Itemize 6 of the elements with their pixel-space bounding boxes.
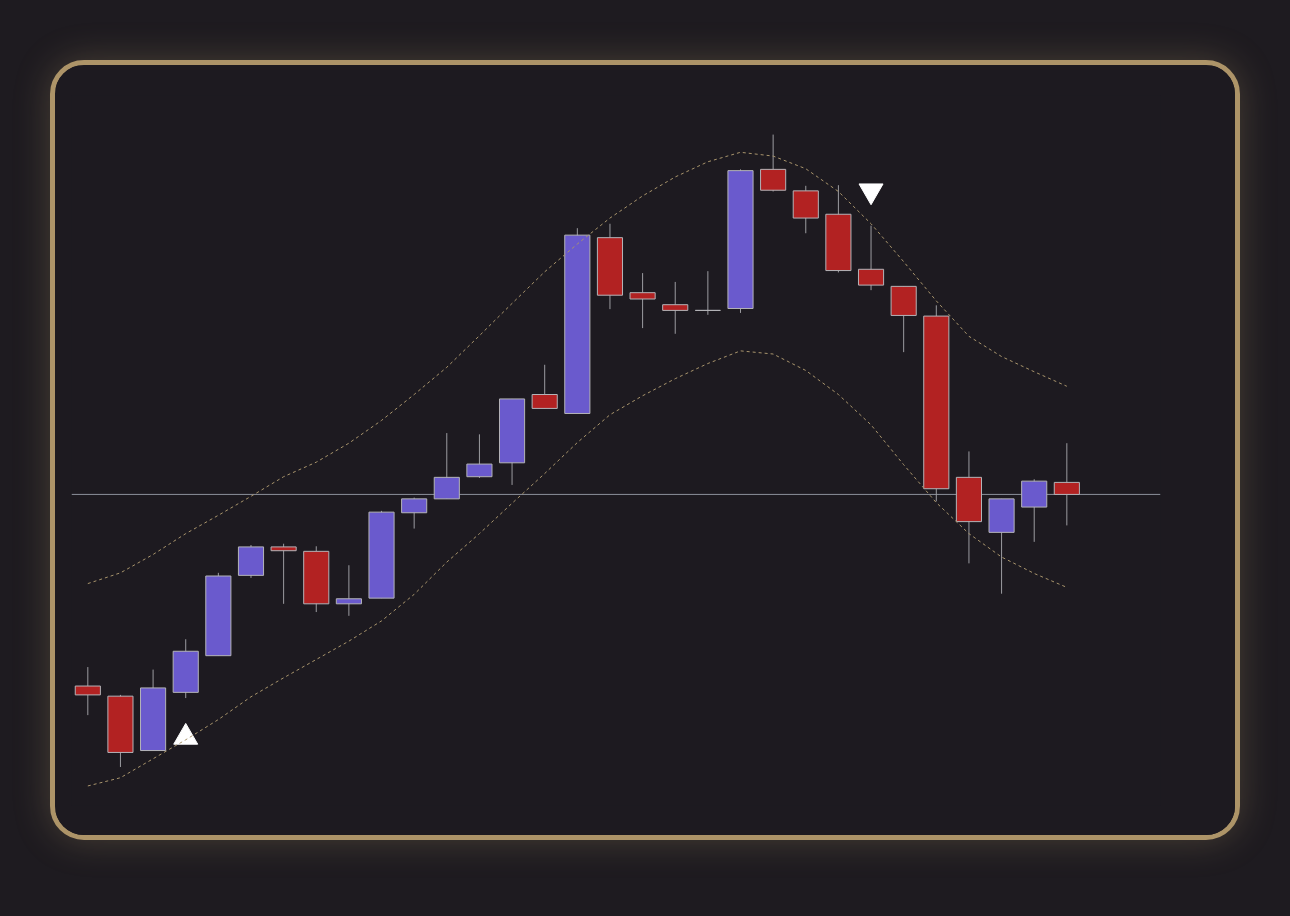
candlestick bbox=[1053, 442, 1080, 526]
candlestick bbox=[335, 564, 362, 617]
candlestick bbox=[694, 270, 721, 316]
candlestick bbox=[662, 281, 689, 335]
candlestick bbox=[270, 543, 297, 605]
candlestick bbox=[629, 272, 656, 329]
